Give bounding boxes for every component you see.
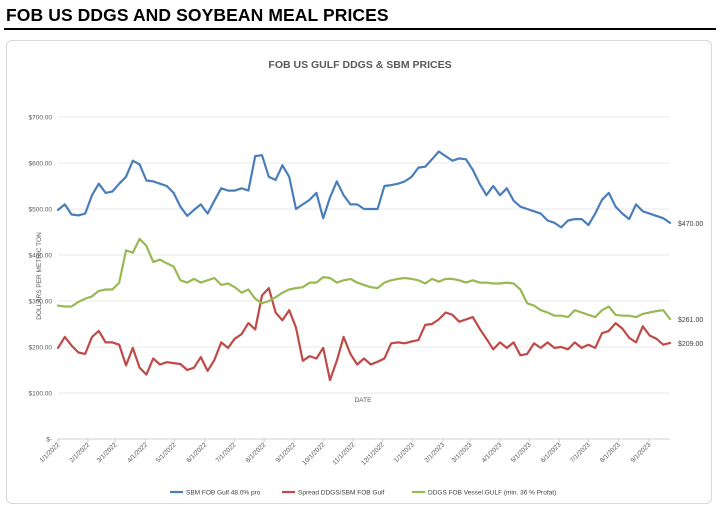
- series-line-0: [56, 150, 672, 229]
- x-tick-label: 3/1/2022: [96, 441, 119, 464]
- x-tick-label: 7/1/2023: [569, 441, 592, 464]
- y-axis-label: DOLLARS PER METRIC TON: [36, 232, 43, 320]
- x-tick-label: 2/1/2023: [423, 441, 446, 464]
- y-tick-label: $200.00: [29, 345, 53, 352]
- end-value-label: $209.00: [678, 341, 703, 348]
- x-tick-label: 1/1/2023: [393, 441, 416, 464]
- legend-label: DDGS FOB Vessel GULF (min. 36 % Profat): [428, 489, 556, 496]
- x-tick-label: 12/1/2022: [360, 441, 386, 467]
- end-value-label: $261.00: [678, 317, 703, 324]
- x-tick-label: 4/1/2022: [126, 441, 149, 464]
- page-title: FOB US DDGS AND SOYBEAN MEAL PRICES: [6, 5, 389, 25]
- x-tick-label: 1/1/2022: [39, 441, 62, 464]
- y-tick-label: $500.00: [29, 207, 53, 214]
- x-tick-label: 3/1/2023: [451, 441, 474, 464]
- y-tick-labels: $- $100.00 $200.00 $300.00 $400.00 $500.00 $60…: [29, 115, 53, 444]
- end-value-label: $470.00: [678, 221, 703, 228]
- y-tick-label: $600.00: [29, 161, 53, 168]
- title-underline: [4, 28, 716, 30]
- x-tick-labels: 1/1/2022 2/1/2022 3/1/2022 4/1/2022 5/1/2022…: [39, 439, 653, 467]
- x-tick-label: 6/1/2022: [185, 441, 208, 464]
- chart-title: FOB US GULF DDGS & SBM PRICES: [268, 59, 451, 71]
- x-axis-label: DATE: [355, 397, 373, 404]
- gridlines: [58, 116, 670, 440]
- x-tick-label: 5/1/2023: [510, 441, 533, 464]
- y-tick-label: $-: [46, 437, 52, 444]
- legend: SBM FOB Gulf 48.0% pro Spread DDGS/SBM FO…: [170, 489, 556, 496]
- x-tick-label: 4/1/2023: [481, 441, 504, 464]
- x-tick-label: 11/1/2022: [331, 441, 356, 466]
- legend-label: Spread DDGS/SBM FOB Gulf: [298, 489, 385, 496]
- x-tick-label: 9/1/2023: [629, 441, 652, 464]
- series-lines: [56, 150, 672, 382]
- end-value-labels: $470.00 $209.00 $261.00: [678, 221, 703, 348]
- x-tick-label: 8/1/2022: [245, 441, 268, 464]
- x-tick-label: 9/1/2022: [275, 441, 298, 464]
- y-tick-label: $400.00: [29, 253, 53, 260]
- x-tick-label: 10/1/2022: [301, 441, 327, 467]
- series-line-2: [56, 237, 672, 320]
- x-tick-label: 5/1/2022: [155, 441, 178, 464]
- y-tick-label: $700.00: [29, 115, 53, 122]
- series-line-1: [56, 287, 672, 382]
- y-tick-label: $100.00: [29, 391, 53, 398]
- y-tick-label: $300.00: [29, 299, 53, 306]
- x-tick-label: 8/1/2023: [599, 441, 622, 464]
- x-tick-label: 6/1/2023: [540, 441, 563, 464]
- legend-label: SBM FOB Gulf 48.0% pro: [186, 489, 261, 496]
- x-tick-label: 7/1/2022: [215, 441, 238, 464]
- x-tick-label: 2/1/2022: [68, 441, 91, 464]
